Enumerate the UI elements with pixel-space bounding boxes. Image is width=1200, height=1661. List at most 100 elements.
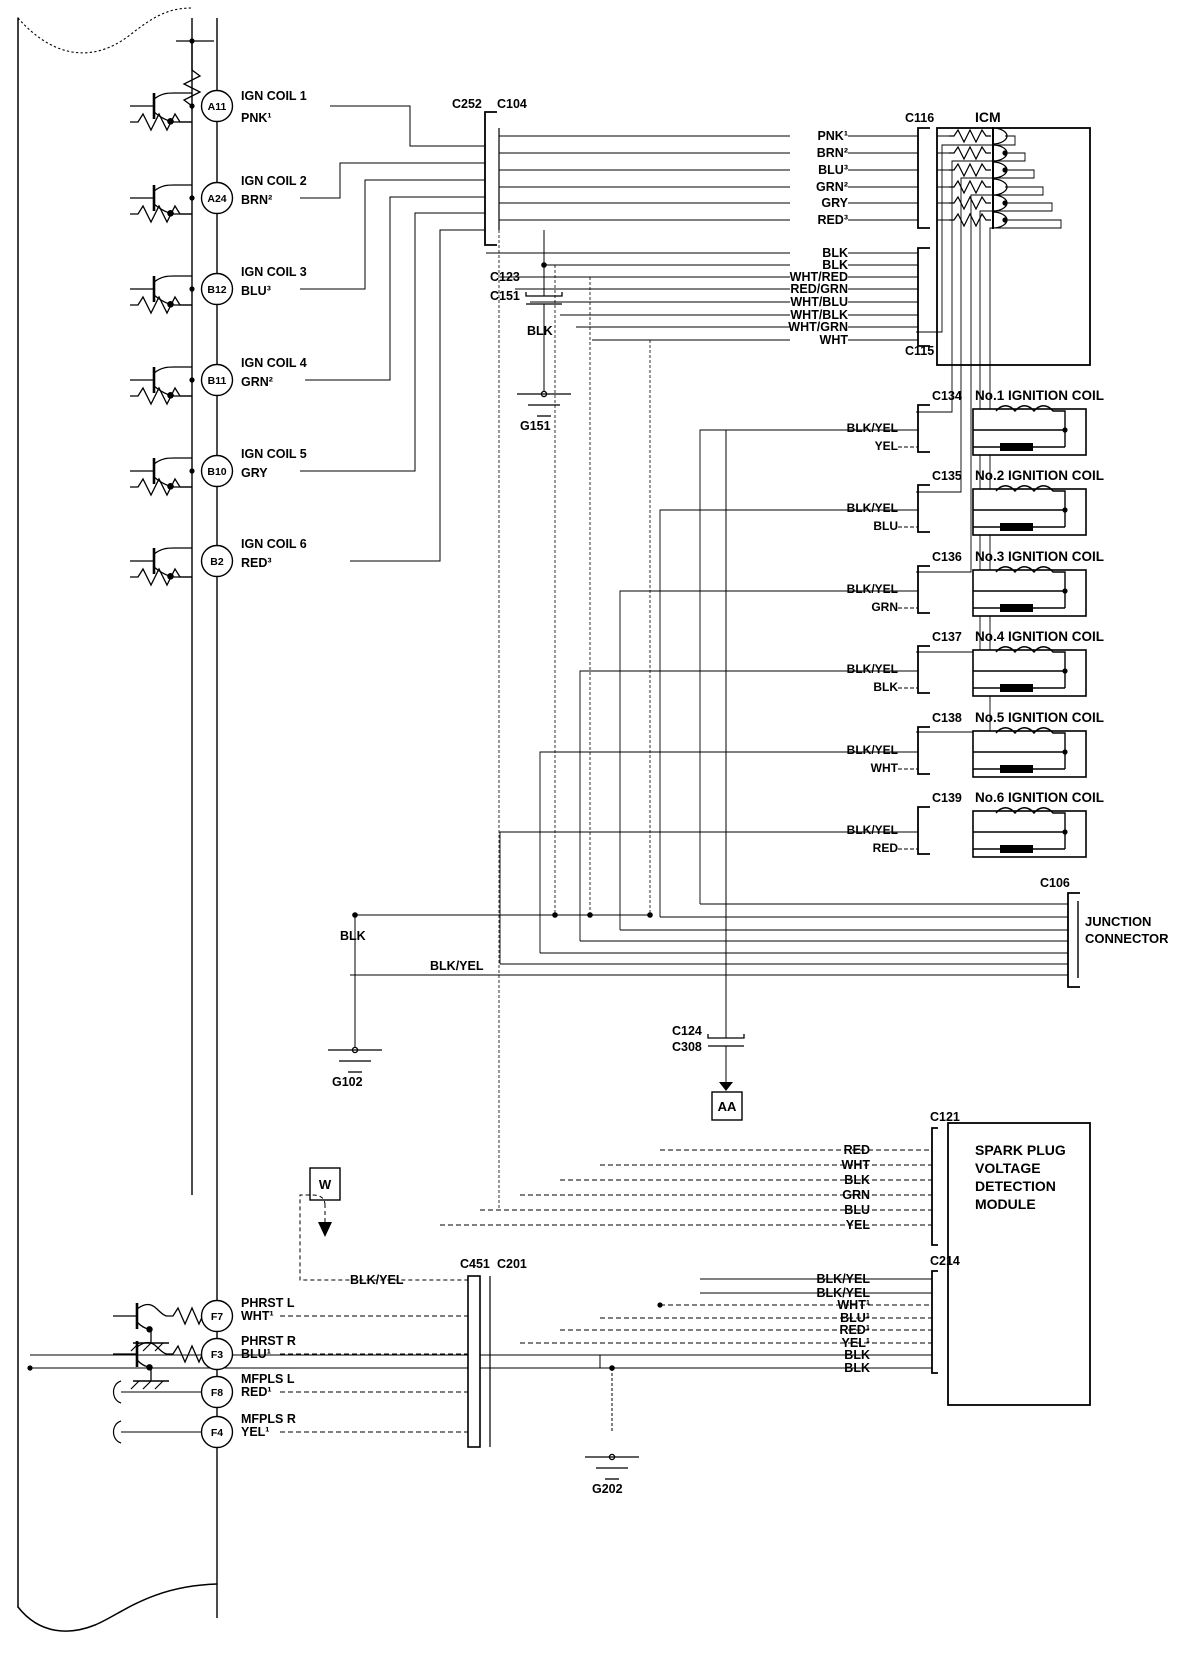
svg-text:WHT/BLU: WHT/BLU <box>790 295 848 309</box>
svg-text:B12: B12 <box>207 284 226 296</box>
svg-text:BLK/YEL: BLK/YEL <box>847 743 898 757</box>
svg-text:DETECTION: DETECTION <box>975 1178 1056 1194</box>
svg-text:IGN COIL 3: IGN COIL 3 <box>241 265 307 279</box>
svg-text:BLK/YEL: BLK/YEL <box>847 823 898 837</box>
svg-text:C135: C135 <box>932 469 962 483</box>
svg-text:BLK/YEL: BLK/YEL <box>847 501 898 515</box>
svg-text:BLK: BLK <box>844 1348 870 1362</box>
svg-text:RED: RED <box>844 1143 870 1157</box>
svg-text:IGN COIL 5: IGN COIL 5 <box>241 447 307 461</box>
svg-text:IGN COIL 1: IGN COIL 1 <box>241 89 307 103</box>
svg-text:BRN²: BRN² <box>817 146 848 160</box>
svg-text:C106: C106 <box>1040 876 1070 890</box>
svg-text:BLU¹: BLU¹ <box>241 1347 271 1361</box>
svg-text:C104: C104 <box>497 97 527 111</box>
svg-text:PHRST R: PHRST R <box>241 1334 296 1348</box>
svg-text:YEL: YEL <box>875 439 898 453</box>
svg-text:G202: G202 <box>592 1482 623 1496</box>
svg-text:F4: F4 <box>211 1427 223 1439</box>
svg-text:VOLTAGE: VOLTAGE <box>975 1160 1041 1176</box>
svg-text:C138: C138 <box>932 711 962 725</box>
svg-text:WHT: WHT <box>871 761 899 775</box>
svg-text:GRY: GRY <box>241 466 268 480</box>
svg-text:C136: C136 <box>932 550 962 564</box>
svg-text:C121: C121 <box>930 1110 960 1124</box>
svg-text:ICM: ICM <box>975 109 1001 125</box>
svg-text:BLK: BLK <box>527 324 553 338</box>
svg-text:PNK¹: PNK¹ <box>817 129 848 143</box>
svg-text:GRY: GRY <box>821 196 848 210</box>
svg-text:C124: C124 <box>672 1024 702 1038</box>
svg-text:RED³: RED³ <box>817 213 848 227</box>
svg-text:WHT: WHT <box>842 1158 871 1172</box>
svg-text:GRN: GRN <box>871 600 898 614</box>
svg-text:JUNCTION: JUNCTION <box>1085 914 1151 929</box>
svg-text:GRN²: GRN² <box>241 375 273 389</box>
svg-text:C151: C151 <box>490 289 520 303</box>
svg-text:No.2 IGNITION COIL: No.2 IGNITION COIL <box>975 468 1104 483</box>
svg-text:C252: C252 <box>452 97 482 111</box>
svg-text:GRN²: GRN² <box>816 180 848 194</box>
svg-text:C115: C115 <box>905 344 934 358</box>
svg-text:F8: F8 <box>211 1387 223 1399</box>
svg-text:No.5 IGNITION COIL: No.5 IGNITION COIL <box>975 710 1104 725</box>
svg-text:BLK/YEL: BLK/YEL <box>350 1273 404 1287</box>
svg-text:AA: AA <box>718 1099 737 1114</box>
svg-text:C214: C214 <box>930 1254 960 1268</box>
svg-text:WHT¹: WHT¹ <box>241 1309 274 1323</box>
svg-text:C201: C201 <box>497 1257 527 1271</box>
svg-text:BLK/YEL: BLK/YEL <box>430 959 484 973</box>
svg-text:BLU³: BLU³ <box>241 284 271 298</box>
svg-text:CONNECTOR: CONNECTOR <box>1085 931 1169 946</box>
svg-text:BLK/YEL: BLK/YEL <box>847 582 898 596</box>
svg-text:YEL: YEL <box>846 1218 871 1232</box>
svg-text:WHT¹: WHT¹ <box>837 1298 870 1312</box>
svg-text:BLU: BLU <box>844 1203 870 1217</box>
svg-text:C137: C137 <box>932 630 962 644</box>
svg-text:G102: G102 <box>332 1075 363 1089</box>
svg-text:C134: C134 <box>932 389 962 403</box>
svg-text:RED/GRN: RED/GRN <box>790 282 848 296</box>
svg-text:No.1 IGNITION COIL: No.1 IGNITION COIL <box>975 388 1104 403</box>
svg-text:BLK/YEL: BLK/YEL <box>847 421 898 435</box>
svg-text:BLU: BLU <box>873 519 898 533</box>
svg-text:No.3 IGNITION COIL: No.3 IGNITION COIL <box>975 549 1104 564</box>
svg-text:MFPLS R: MFPLS R <box>241 1412 296 1426</box>
svg-text:B2: B2 <box>210 556 224 568</box>
svg-text:WHT/GRN: WHT/GRN <box>788 320 848 334</box>
svg-text:G151: G151 <box>520 419 551 433</box>
svg-text:PNK¹: PNK¹ <box>241 111 272 125</box>
svg-text:BLK: BLK <box>340 929 366 943</box>
svg-text:B10: B10 <box>207 466 226 478</box>
svg-text:F3: F3 <box>211 1349 223 1361</box>
svg-text:SPARK PLUG: SPARK PLUG <box>975 1142 1066 1158</box>
svg-text:IGN COIL 2: IGN COIL 2 <box>241 174 307 188</box>
svg-text:C116: C116 <box>905 111 934 125</box>
svg-text:RED: RED <box>873 841 899 855</box>
svg-text:BLK/YEL: BLK/YEL <box>847 662 898 676</box>
svg-text:IGN COIL 4: IGN COIL 4 <box>241 356 307 370</box>
svg-text:MFPLS L: MFPLS L <box>241 1372 295 1386</box>
svg-text:BLK: BLK <box>844 1361 870 1375</box>
svg-text:RED¹: RED¹ <box>839 1323 870 1337</box>
svg-text:W: W <box>319 1177 332 1192</box>
svg-text:A24: A24 <box>207 193 226 205</box>
svg-text:MODULE: MODULE <box>975 1196 1036 1212</box>
svg-text:PHRST L: PHRST L <box>241 1296 295 1310</box>
svg-text:C308: C308 <box>672 1040 702 1054</box>
svg-text:C139: C139 <box>932 791 962 805</box>
svg-text:BRN²: BRN² <box>241 193 272 207</box>
svg-text:IGN COIL 6: IGN COIL 6 <box>241 537 307 551</box>
svg-text:RED³: RED³ <box>241 556 272 570</box>
svg-text:BLK/YEL: BLK/YEL <box>817 1272 871 1286</box>
svg-text:F7: F7 <box>211 1311 223 1323</box>
svg-text:C451: C451 <box>460 1257 490 1271</box>
svg-text:YEL¹: YEL¹ <box>241 1425 269 1439</box>
svg-text:RED¹: RED¹ <box>241 1385 272 1399</box>
svg-text:BLK: BLK <box>873 680 898 694</box>
svg-text:WHT: WHT <box>820 333 849 347</box>
svg-text:GRN: GRN <box>842 1188 870 1202</box>
svg-text:No.6 IGNITION COIL: No.6 IGNITION COIL <box>975 790 1104 805</box>
svg-text:BLK: BLK <box>844 1173 870 1187</box>
svg-text:No.4 IGNITION COIL: No.4 IGNITION COIL <box>975 629 1104 644</box>
